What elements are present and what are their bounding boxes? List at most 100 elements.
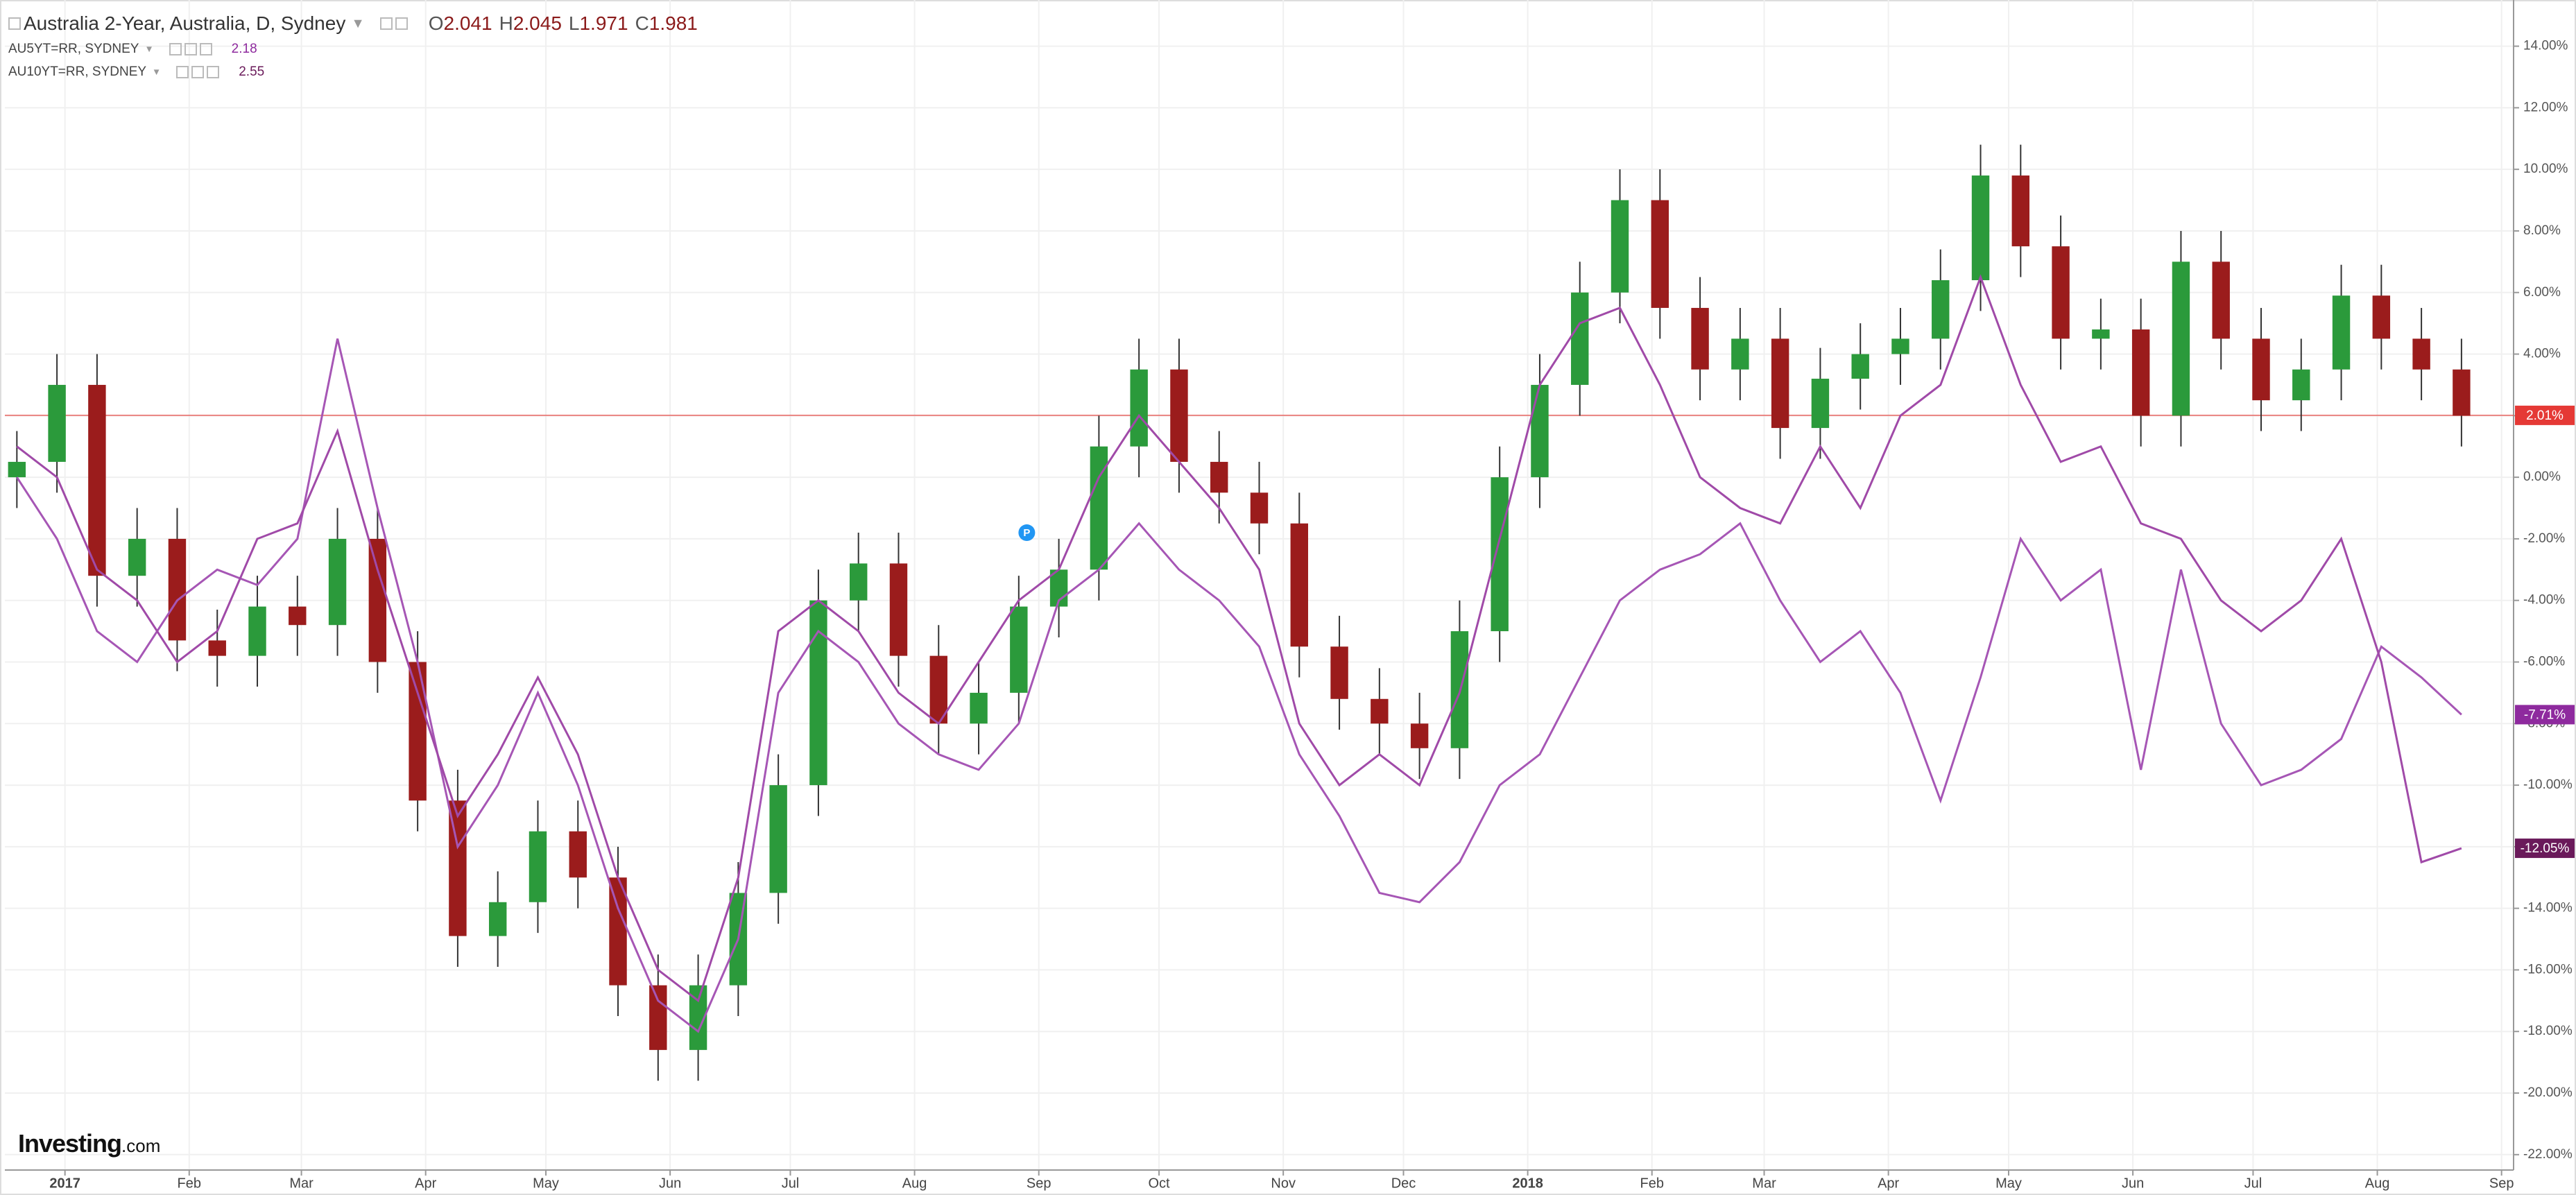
candle-body xyxy=(1210,461,1228,493)
candle-body xyxy=(2092,329,2110,339)
candle-body xyxy=(1891,338,1909,354)
legend-value: 2.55 xyxy=(239,64,265,79)
hide-icon[interactable] xyxy=(191,65,205,78)
candle-body xyxy=(1851,354,1869,379)
legend-name: AU10YT=RR, SYDNEY xyxy=(8,64,147,79)
remove-icon[interactable] xyxy=(199,42,212,55)
candle-body xyxy=(1410,723,1429,748)
candle-body xyxy=(368,538,387,662)
candle-body xyxy=(1010,606,1028,693)
chart-title: Australia 2-Year, Australia, D, Sydney xyxy=(24,12,346,34)
x-tick-label: May xyxy=(533,1176,559,1191)
y-tick-label: -18.00% xyxy=(2523,1024,2573,1038)
price-label: 2.01% xyxy=(2526,409,2564,423)
candle-body xyxy=(1651,200,1669,308)
candle-body xyxy=(2131,329,2150,416)
candle-body xyxy=(2212,261,2230,339)
dropdown-caret[interactable]: ▼ xyxy=(152,67,162,77)
x-tick-label: Sep xyxy=(1027,1176,1051,1191)
candle-body xyxy=(2011,175,2030,247)
candle-body xyxy=(1811,379,1830,429)
legend-value: 2.18 xyxy=(231,41,257,56)
annotation-marker xyxy=(1018,524,1036,542)
candle-body xyxy=(1571,292,1589,385)
candle-body xyxy=(2412,338,2430,370)
candle-body xyxy=(1290,523,1308,647)
ohlc-value: 2.041 xyxy=(443,12,492,34)
candle-body xyxy=(1371,698,1389,724)
y-tick-label: -10.00% xyxy=(2523,777,2573,792)
candle-body xyxy=(2372,295,2391,339)
dropdown-caret[interactable]: ▼ xyxy=(351,15,365,31)
candle-body xyxy=(2172,261,2190,416)
candle-body xyxy=(609,877,627,986)
x-tick-label: Dec xyxy=(1391,1176,1416,1191)
dropdown-caret[interactable]: ▼ xyxy=(144,44,154,54)
ohlc-key: H xyxy=(499,12,513,34)
x-tick-label: Mar xyxy=(1752,1176,1776,1191)
logo-brand: Investing xyxy=(18,1129,122,1158)
candle-body xyxy=(1250,492,1269,524)
candle-body xyxy=(8,461,26,478)
candle-body xyxy=(569,831,587,878)
ohlc-key: C xyxy=(635,12,649,34)
candle-body xyxy=(2292,369,2310,401)
ohlc-value: 1.971 xyxy=(579,12,628,34)
price-label-bg xyxy=(2515,405,2575,425)
candle-body xyxy=(208,640,226,656)
candle-body xyxy=(1330,646,1348,699)
ohlc-value: 1.981 xyxy=(649,12,698,34)
x-tick-label: Feb xyxy=(1640,1176,1664,1191)
y-tick-label: -14.00% xyxy=(2523,901,2573,915)
ohlc-key: O xyxy=(428,12,444,34)
settings-icon[interactable] xyxy=(169,42,182,55)
price-label-bg xyxy=(2515,839,2575,859)
logo: Investing.com xyxy=(18,1129,160,1158)
y-tick-label: 0.00% xyxy=(2523,470,2561,484)
series-line xyxy=(16,338,2462,1033)
candle-body xyxy=(649,985,667,1050)
legend-icons xyxy=(176,65,222,78)
x-tick-label: Aug xyxy=(902,1176,927,1191)
y-tick-label: 10.00% xyxy=(2523,162,2568,176)
candle-body xyxy=(48,384,66,462)
remove-icon[interactable] xyxy=(207,65,220,78)
candle-body xyxy=(889,563,908,656)
x-tick-label: May xyxy=(1995,1176,2022,1191)
candle-body xyxy=(328,538,347,626)
main-legend: Australia 2-Year, Australia, D, Sydney ▼… xyxy=(8,10,698,37)
legend-name: AU5YT=RR, SYDNEY xyxy=(8,41,139,56)
settings-icon[interactable] xyxy=(379,17,393,30)
x-tick-label: Nov xyxy=(1271,1176,1296,1191)
series-line xyxy=(16,274,2462,1003)
x-tick-label: Jul xyxy=(2244,1176,2262,1191)
candle-body xyxy=(1130,369,1148,447)
price-label-bg xyxy=(2515,705,2575,725)
y-tick-label: -4.00% xyxy=(2523,593,2565,608)
hide-icon[interactable] xyxy=(395,17,408,30)
settings-icon[interactable] xyxy=(176,65,189,78)
hide-icon[interactable] xyxy=(184,42,197,55)
candle-body xyxy=(409,662,427,801)
candle-body xyxy=(128,538,146,576)
x-tick-label: Oct xyxy=(1148,1176,1170,1191)
x-tick-label: Aug xyxy=(2365,1176,2390,1191)
candle-body xyxy=(1491,477,1509,632)
x-tick-label: 2017 xyxy=(49,1176,80,1191)
candle-body xyxy=(970,692,988,724)
candle-body xyxy=(289,606,307,626)
y-tick-label: 8.00% xyxy=(2523,223,2561,238)
y-tick-label: -2.00% xyxy=(2523,531,2565,546)
ohlc-key: L xyxy=(568,12,580,34)
y-tick-label: -6.00% xyxy=(2523,655,2565,669)
candle-body xyxy=(1170,369,1188,462)
candle-body xyxy=(929,655,947,724)
price-label: -7.71% xyxy=(2524,707,2566,722)
price-label: -12.05% xyxy=(2521,841,2570,856)
x-tick-label: Jul xyxy=(782,1176,800,1191)
candle-body xyxy=(769,785,787,893)
collapse-icon[interactable] xyxy=(8,17,21,30)
candle-body xyxy=(1771,338,1789,429)
candle-body xyxy=(849,563,868,601)
y-tick-label: -16.00% xyxy=(2523,962,2573,977)
